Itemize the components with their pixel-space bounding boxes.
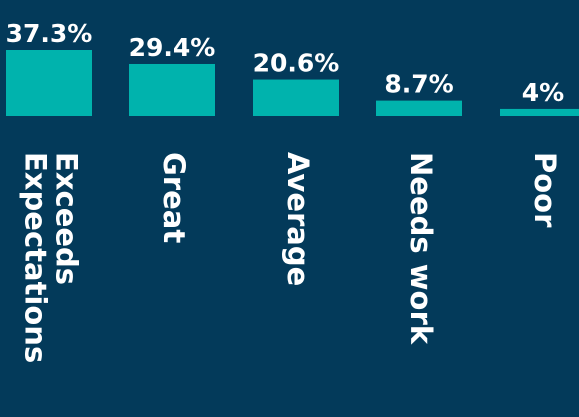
category-label-exceeds-expectations-line-1: Exceeds — [50, 152, 84, 285]
value-label-poor: 4% — [522, 78, 564, 107]
bar-poor — [500, 108, 579, 116]
bar-needs-work — [376, 100, 462, 116]
category-label-great: Great — [157, 152, 191, 243]
category-label-exceeds-expectations-line-2: Expectations — [19, 152, 53, 363]
bar-exceeds-expectations — [6, 50, 92, 116]
category-label-poor: Poor — [528, 152, 562, 228]
value-labels-group: 37.3% 29.4% 20.6% 8.7% 4% — [6, 19, 565, 107]
value-label-needs-work: 8.7% — [384, 70, 453, 99]
bars-group — [6, 50, 579, 116]
category-label-needs-work: Needs work — [404, 152, 438, 345]
value-label-exceeds-expectations: 37.3% — [6, 19, 93, 48]
value-label-average: 20.6% — [253, 49, 340, 78]
category-label-average: Average — [281, 152, 315, 286]
bar-great — [129, 63, 215, 116]
bar-average — [253, 79, 339, 116]
value-label-great: 29.4% — [129, 33, 216, 62]
